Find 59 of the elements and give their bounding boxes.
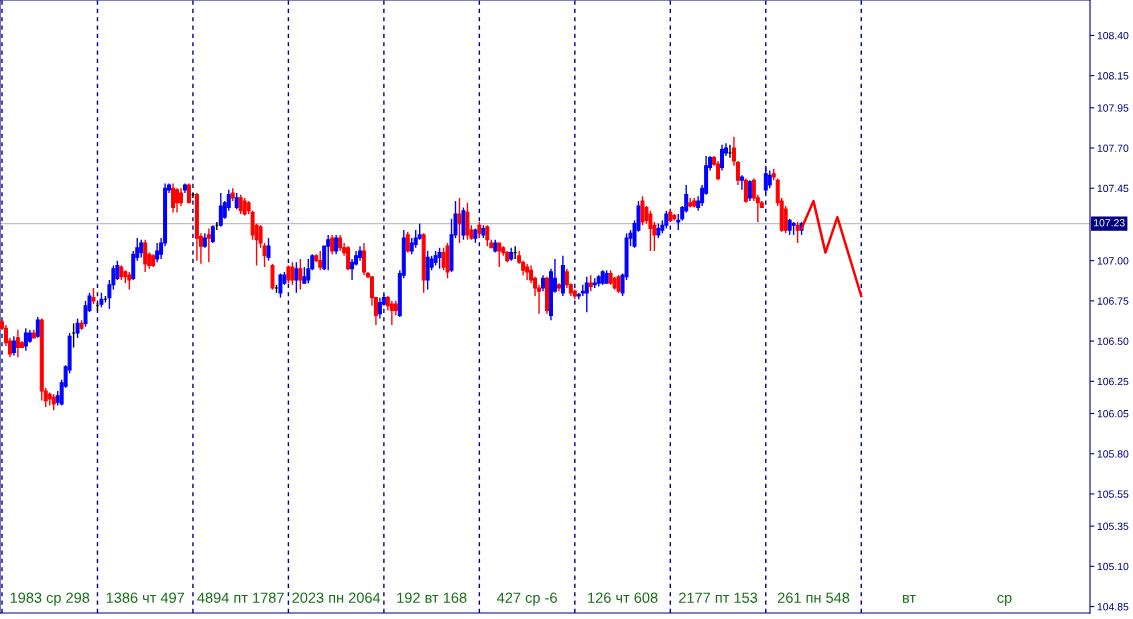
ref-line-label: 107.23 [1094, 219, 1125, 227]
x-tick-label: 192 вт 168 [397, 592, 467, 603]
x-tick-label: 1983 ср 298 [10, 592, 90, 606]
x-tick-label: вт [902, 595, 916, 603]
x-tick-label: 2023 пн 2064 [292, 592, 381, 603]
y-tick-label: 105.80 [1097, 450, 1129, 458]
candlestick [318, 250, 323, 271]
y-tick-label: 107.45 [1097, 184, 1129, 193]
candlestick [306, 258, 311, 284]
candlestick [739, 174, 744, 191]
candlestick [218, 192, 223, 228]
y-tick-label: 104.85 [1097, 603, 1129, 611]
x-tick-label: ср [997, 594, 1012, 606]
x-tick-label: 427 ср -6 [497, 592, 557, 606]
candlestick [640, 195, 645, 226]
candlestick [278, 272, 283, 299]
candlestick [389, 300, 394, 326]
candlestick [155, 242, 160, 263]
candlestick [441, 247, 446, 271]
y-tick-label: 107.00 [1097, 257, 1129, 265]
candlestick [457, 197, 462, 244]
candlestick [75, 317, 80, 339]
candlestick [716, 160, 721, 181]
candlestick [405, 230, 410, 254]
candlestick [377, 296, 382, 320]
x-tick-label: 261 пн 548 [777, 592, 850, 603]
candlestick [266, 237, 271, 262]
y-tick-label: 105.55 [1097, 490, 1129, 498]
x-tick-label: 4894 пт 1787 [197, 592, 284, 603]
candlestick [290, 261, 295, 286]
candlestick [294, 261, 299, 294]
candlestick [350, 258, 355, 281]
y-tick-label: 107.95 [1097, 104, 1129, 112]
y-tick-label: 105.10 [1097, 562, 1129, 571]
candlestick [270, 263, 275, 291]
y-tick-label: 106.05 [1097, 409, 1129, 418]
y-tick-label: 106.75 [1097, 297, 1129, 305]
candlestick [15, 329, 20, 358]
candlestick [346, 245, 351, 271]
x-tick-label: 2177 пт 153 [679, 592, 758, 603]
y-tick-label: 105.35 [1097, 522, 1129, 530]
candlestick [763, 165, 768, 194]
candlestick [326, 234, 331, 271]
y-tick-label: 106.50 [1097, 337, 1129, 345]
x-tick-label: 126 чт 608 [588, 592, 658, 603]
candlestick [71, 322, 76, 349]
x-tick-label: 1386 чт 497 [106, 592, 185, 603]
candlestick [743, 177, 748, 204]
y-tick-label: 107.70 [1097, 144, 1129, 152]
y-tick-label: 108.15 [1097, 72, 1129, 80]
candlestick [465, 202, 470, 241]
candlestick [747, 179, 752, 202]
candlestick [648, 210, 653, 252]
candlestick [362, 242, 366, 276]
y-tick-label: 108.40 [1097, 31, 1129, 40]
candlestick [171, 182, 176, 214]
y-tick-label: 106.25 [1097, 377, 1129, 386]
candlestick [437, 247, 442, 270]
candlestick [425, 250, 430, 291]
